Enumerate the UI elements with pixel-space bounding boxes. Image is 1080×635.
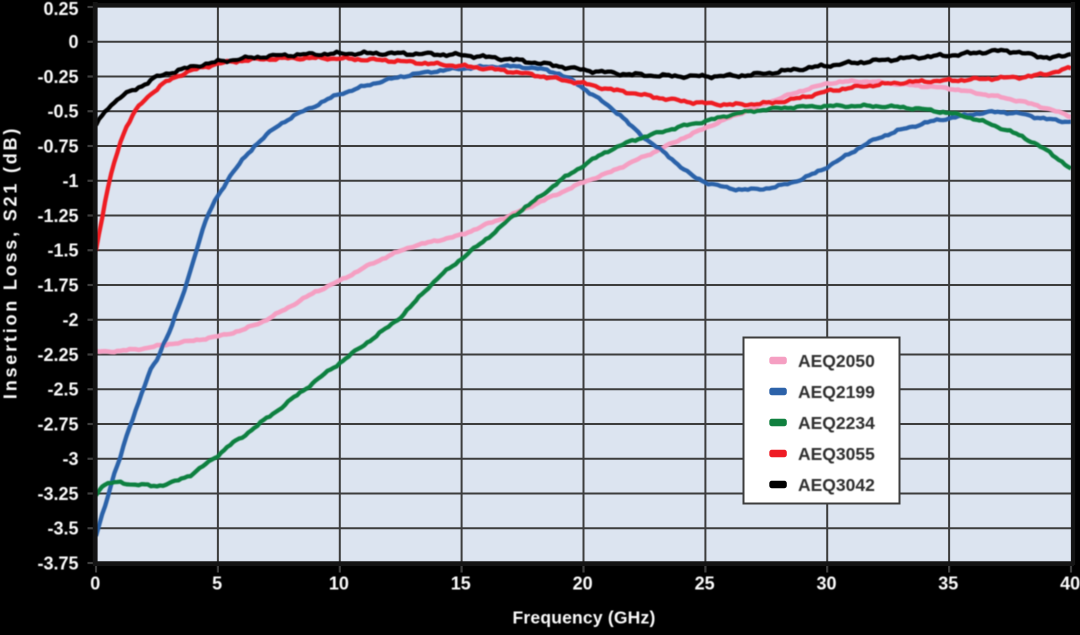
svg-text:0: 0 [90, 574, 100, 594]
svg-text:25: 25 [695, 574, 715, 594]
svg-text:-1.25: -1.25 [37, 206, 78, 226]
svg-text:30: 30 [816, 574, 836, 594]
svg-text:Frequency (GHz): Frequency (GHz) [512, 608, 655, 628]
svg-text:5: 5 [212, 574, 222, 594]
svg-text:-3.25: -3.25 [37, 484, 78, 504]
svg-text:-0.25: -0.25 [37, 67, 78, 87]
svg-text:Insertion Loss, S21 (dB): Insertion Loss, S21 (dB) [1, 126, 21, 399]
svg-text:AEQ2234: AEQ2234 [798, 413, 875, 433]
svg-text:-2: -2 [62, 310, 78, 330]
svg-text:20: 20 [573, 574, 593, 594]
svg-text:35: 35 [938, 574, 958, 594]
svg-text:-2.25: -2.25 [37, 345, 78, 365]
svg-text:-2.75: -2.75 [37, 414, 78, 434]
svg-text:-1: -1 [62, 171, 78, 191]
svg-text:-3.75: -3.75 [37, 553, 78, 573]
svg-text:-0.5: -0.5 [47, 102, 78, 122]
svg-text:15: 15 [451, 574, 471, 594]
svg-text:-1.5: -1.5 [47, 241, 78, 261]
svg-text:0: 0 [68, 32, 78, 52]
svg-text:-2.5: -2.5 [47, 380, 78, 400]
svg-text:-0.75: -0.75 [37, 136, 78, 156]
svg-text:AEQ2050: AEQ2050 [798, 351, 875, 371]
svg-text:0.25: 0.25 [43, 0, 78, 19]
svg-text:-3: -3 [62, 449, 78, 469]
svg-text:-1.75: -1.75 [37, 275, 78, 295]
svg-text:-3.5: -3.5 [47, 519, 78, 539]
svg-text:10: 10 [329, 574, 349, 594]
svg-text:AEQ3042: AEQ3042 [798, 475, 875, 495]
svg-text:40: 40 [1060, 574, 1080, 594]
svg-text:AEQ2199: AEQ2199 [798, 382, 875, 402]
svg-text:AEQ3055: AEQ3055 [798, 444, 875, 464]
